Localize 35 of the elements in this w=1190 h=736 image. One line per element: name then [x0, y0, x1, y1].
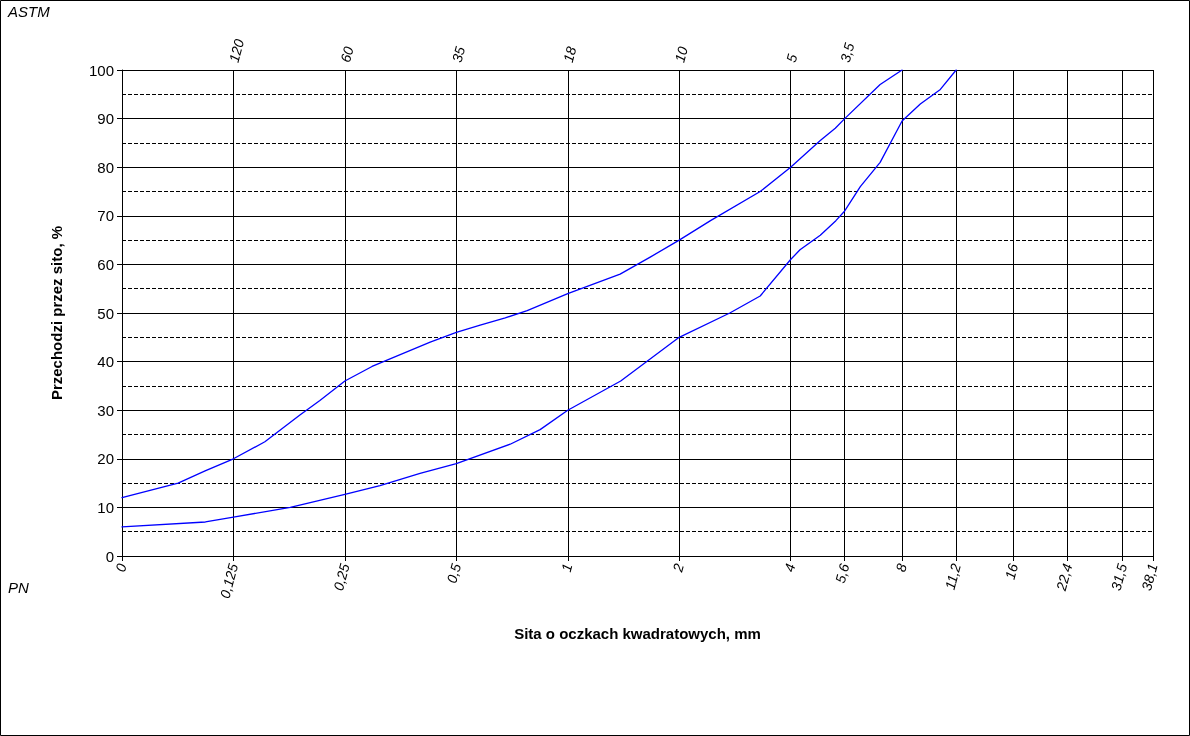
x-tick-label: 16	[1001, 561, 1022, 582]
text: 60	[337, 44, 357, 65]
y-tick-label: 40	[97, 353, 114, 371]
text: 3,5	[837, 40, 858, 65]
x-tick-label: 0,125	[216, 561, 242, 600]
y-tick-label: 80	[97, 158, 114, 176]
y-tick-label: 50	[97, 304, 114, 322]
y-tick-label: 100	[88, 61, 114, 79]
x2-axis-title: ASTM	[7, 3, 51, 20]
y-tick-label: 30	[97, 401, 114, 419]
text: 18	[560, 44, 580, 65]
x-tick-label: 0,25	[330, 561, 353, 593]
x-tick-label: 5,6	[831, 561, 853, 585]
y-axis-title: Przechodzi przez sito, %	[48, 225, 65, 401]
x-tick-label: 22,4	[1052, 561, 1076, 594]
text: 5	[782, 52, 801, 65]
text: 10	[671, 44, 692, 65]
x-axis-title: Sita o oczkach kwadratowych, mm	[514, 625, 761, 642]
x-tick-label: 0	[112, 561, 130, 574]
text: PN	[8, 579, 29, 596]
x-tick-label: 2	[669, 561, 687, 575]
x-tick-label: 31,5	[1107, 561, 1131, 593]
x-tick-label: 38,1	[1138, 561, 1161, 593]
y-tick-label: 20	[97, 450, 114, 468]
text: 120	[225, 37, 248, 65]
y-tick-label: 70	[97, 207, 114, 225]
x-tick-label: 4	[780, 561, 799, 574]
x-tick-label: 11,2	[941, 561, 964, 592]
x-tick-label: 0,5	[443, 561, 465, 585]
text: 35	[448, 44, 469, 65]
y-tick-label: 90	[97, 110, 114, 128]
y-tick-label: 60	[97, 255, 114, 273]
x-tick-label: 1	[558, 561, 576, 574]
x-tick-label: 8	[892, 561, 910, 574]
y-tick-label: 10	[97, 498, 114, 516]
